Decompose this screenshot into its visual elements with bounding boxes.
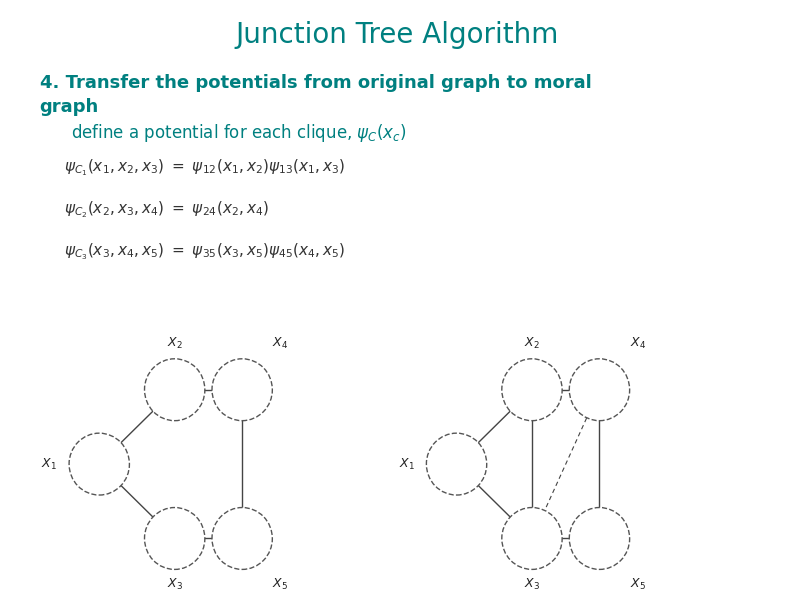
Text: $\psi_{C_2}(x_2, x_3, x_4) \ = \ \psi_{24}(x_2, x_4)$: $\psi_{C_2}(x_2, x_3, x_4) \ = \ \psi_{2…	[64, 199, 268, 220]
Text: $X_5$: $X_5$	[272, 577, 288, 592]
Text: $X_3$: $X_3$	[524, 577, 540, 592]
Ellipse shape	[426, 433, 487, 495]
Text: define a potential for each clique, $\psi_C(x_c)$: define a potential for each clique, $\ps…	[71, 122, 407, 144]
Text: $X_2$: $X_2$	[167, 336, 183, 352]
Ellipse shape	[145, 508, 205, 569]
Ellipse shape	[502, 508, 562, 569]
Text: $X_4$: $X_4$	[272, 336, 288, 352]
Text: graph: graph	[40, 98, 99, 116]
Ellipse shape	[212, 359, 272, 421]
Ellipse shape	[145, 359, 205, 421]
Text: $X_2$: $X_2$	[524, 336, 540, 352]
Text: $X_3$: $X_3$	[167, 577, 183, 592]
Ellipse shape	[69, 433, 129, 495]
Text: $X_4$: $X_4$	[630, 336, 646, 352]
Ellipse shape	[569, 508, 630, 569]
Ellipse shape	[502, 359, 562, 421]
Text: $\psi_{C_1}(x_1, x_2, x_3) \ = \ \psi_{12}(x_1, x_2)\psi_{13}(x_1, x_3)$: $\psi_{C_1}(x_1, x_2, x_3) \ = \ \psi_{1…	[64, 158, 345, 178]
Text: $X_1$: $X_1$	[41, 456, 57, 472]
Text: 4. Transfer the potentials from original graph to moral: 4. Transfer the potentials from original…	[40, 74, 592, 92]
Ellipse shape	[569, 359, 630, 421]
Ellipse shape	[212, 508, 272, 569]
Text: $X_1$: $X_1$	[399, 456, 414, 472]
Text: $\psi_{C_3}(x_3, x_4, x_5) \ = \ \psi_{35}(x_3, x_5)\psi_{45}(x_4, x_5)$: $\psi_{C_3}(x_3, x_4, x_5) \ = \ \psi_{3…	[64, 241, 345, 262]
Text: Junction Tree Algorithm: Junction Tree Algorithm	[235, 21, 559, 49]
Text: $X_5$: $X_5$	[630, 577, 646, 592]
